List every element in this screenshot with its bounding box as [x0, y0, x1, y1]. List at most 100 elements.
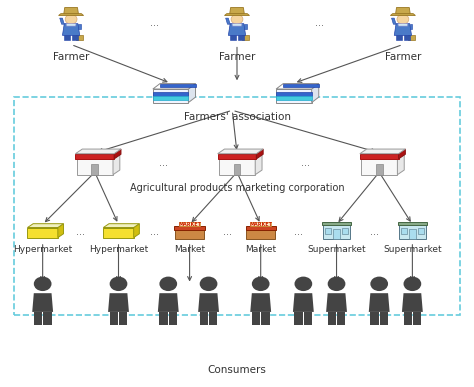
Text: ...: ... [316, 18, 324, 28]
Polygon shape [283, 84, 319, 87]
Polygon shape [326, 293, 347, 312]
Polygon shape [58, 224, 64, 238]
Text: Farmer: Farmer [53, 52, 89, 62]
Polygon shape [113, 154, 120, 175]
Polygon shape [244, 24, 246, 29]
Polygon shape [399, 149, 405, 159]
Polygon shape [392, 18, 396, 24]
Polygon shape [413, 312, 421, 325]
Polygon shape [91, 164, 98, 175]
Polygon shape [376, 164, 383, 175]
Polygon shape [342, 228, 348, 234]
Circle shape [159, 277, 177, 291]
Polygon shape [109, 312, 118, 325]
Polygon shape [225, 14, 249, 15]
Polygon shape [394, 24, 411, 35]
Polygon shape [370, 312, 379, 325]
Polygon shape [238, 35, 244, 39]
Circle shape [328, 277, 346, 291]
Polygon shape [337, 312, 346, 325]
Polygon shape [64, 35, 70, 39]
Text: ...: ... [301, 158, 310, 168]
Circle shape [109, 277, 128, 291]
Polygon shape [198, 293, 219, 312]
Text: ...: ... [294, 227, 303, 237]
Polygon shape [252, 312, 260, 325]
Polygon shape [218, 149, 263, 154]
Text: ...: ... [223, 227, 232, 237]
Text: Farmers' association: Farmers' association [183, 112, 291, 122]
Polygon shape [361, 159, 397, 175]
Text: Agricultural products marketing corporation: Agricultural products marketing corporat… [130, 183, 344, 193]
Polygon shape [311, 84, 319, 103]
Polygon shape [119, 312, 128, 325]
Polygon shape [261, 312, 270, 325]
Polygon shape [175, 230, 204, 239]
Polygon shape [230, 7, 244, 14]
Polygon shape [108, 293, 129, 312]
Polygon shape [230, 35, 236, 39]
Polygon shape [294, 312, 303, 325]
Polygon shape [255, 154, 262, 175]
Polygon shape [32, 293, 53, 312]
Text: ...: ... [159, 158, 168, 168]
Text: Consumers: Consumers [208, 365, 266, 375]
Text: Market: Market [174, 245, 205, 254]
Polygon shape [418, 228, 424, 234]
Text: ...: ... [76, 227, 85, 237]
Polygon shape [396, 35, 402, 39]
Polygon shape [153, 92, 188, 96]
Text: Farmer: Farmer [385, 52, 421, 62]
Polygon shape [160, 84, 195, 87]
Polygon shape [60, 18, 64, 24]
Text: ...: ... [150, 227, 158, 237]
Text: ...: ... [370, 227, 379, 237]
Circle shape [370, 277, 388, 291]
Polygon shape [134, 224, 139, 238]
Polygon shape [103, 224, 139, 228]
Polygon shape [153, 96, 188, 99]
Polygon shape [103, 228, 134, 238]
Polygon shape [232, 24, 242, 26]
Text: Hypermarket: Hypermarket [89, 245, 148, 254]
Polygon shape [325, 228, 331, 234]
Polygon shape [78, 24, 81, 29]
Polygon shape [179, 222, 200, 226]
Text: MARKET: MARKET [249, 222, 272, 227]
Circle shape [252, 277, 270, 291]
Polygon shape [188, 84, 195, 103]
Polygon shape [43, 312, 52, 325]
Text: Farmer: Farmer [219, 52, 255, 62]
Polygon shape [408, 35, 415, 39]
Polygon shape [76, 35, 83, 39]
Polygon shape [304, 312, 312, 325]
Polygon shape [63, 24, 80, 35]
Polygon shape [228, 24, 246, 35]
Polygon shape [234, 164, 240, 175]
Polygon shape [169, 312, 177, 325]
Text: Market: Market [245, 245, 276, 254]
Circle shape [34, 277, 52, 291]
Polygon shape [242, 35, 249, 39]
Polygon shape [158, 293, 179, 312]
Circle shape [403, 277, 421, 291]
Polygon shape [72, 35, 78, 39]
Polygon shape [219, 159, 255, 175]
Polygon shape [27, 224, 64, 228]
Polygon shape [246, 226, 276, 230]
Polygon shape [360, 154, 399, 159]
Polygon shape [27, 228, 58, 238]
Polygon shape [323, 224, 350, 239]
Polygon shape [64, 7, 78, 14]
Polygon shape [333, 229, 340, 239]
Polygon shape [276, 92, 311, 96]
Polygon shape [276, 96, 311, 99]
Polygon shape [402, 293, 423, 312]
Polygon shape [174, 226, 205, 230]
Polygon shape [410, 24, 412, 29]
Polygon shape [77, 159, 113, 175]
Polygon shape [153, 89, 188, 103]
Text: MARKET: MARKET [178, 222, 201, 227]
Polygon shape [398, 24, 408, 26]
Polygon shape [75, 149, 121, 154]
